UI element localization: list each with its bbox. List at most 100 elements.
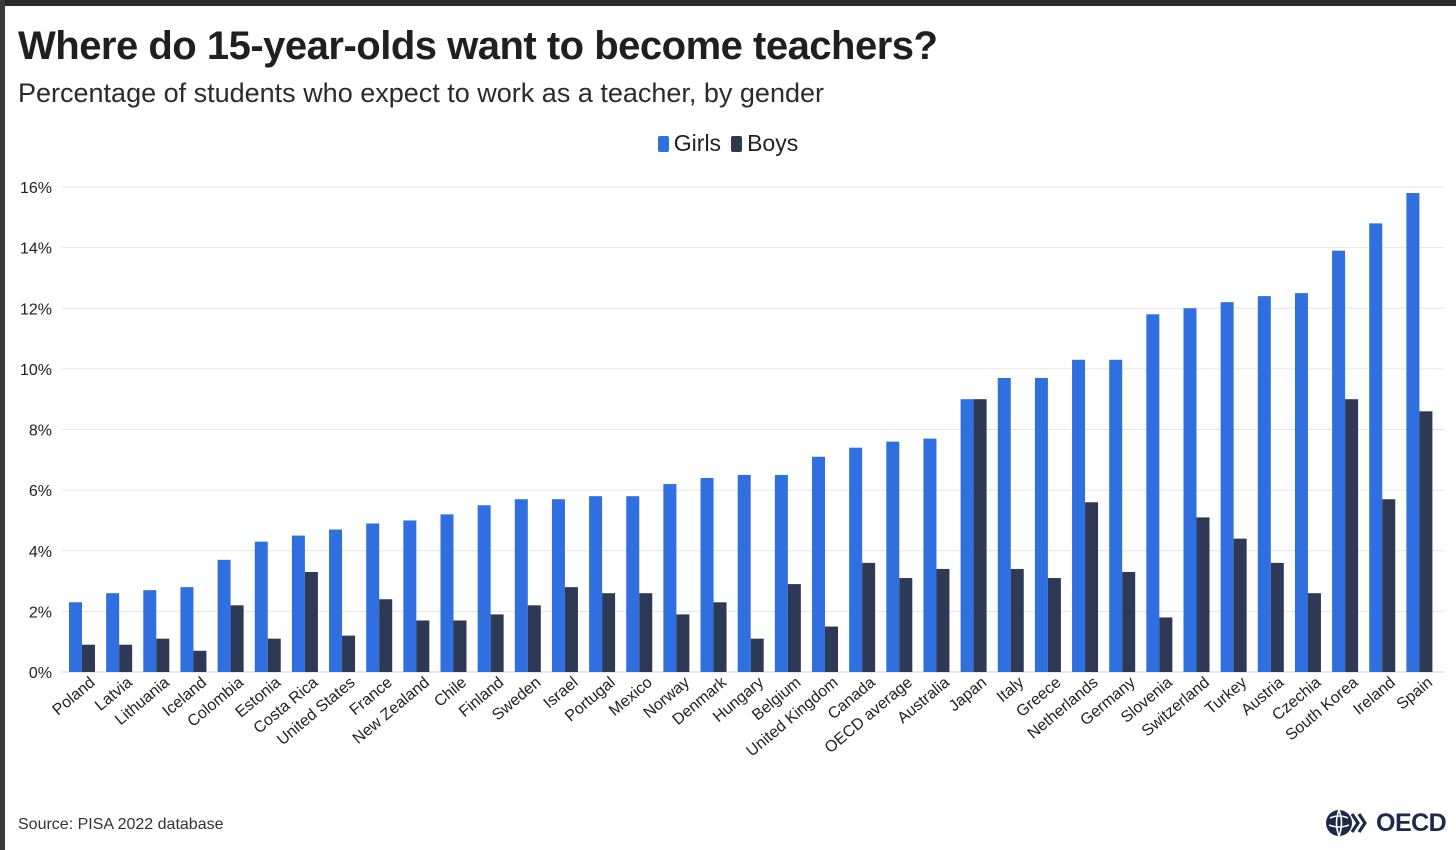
bar-girls — [1034, 377, 1048, 672]
x-tick-label: Japan — [946, 674, 990, 715]
chart-subtitle: Percentage of students who expect to wor… — [18, 78, 824, 108]
y-tick-label: 14% — [20, 241, 52, 258]
bar-boys — [230, 605, 244, 672]
legend-item-girls[interactable]: Girls — [657, 130, 722, 157]
bar-boys — [453, 620, 467, 672]
bar-boys — [602, 593, 616, 672]
bar-boys — [936, 568, 950, 672]
y-tick-label: 0% — [29, 665, 52, 682]
bar-boys — [527, 605, 541, 672]
bar-boys — [156, 638, 170, 672]
bar-boys — [1233, 538, 1247, 672]
bar-boys — [1419, 411, 1433, 672]
bar-boys — [750, 638, 764, 672]
bar-boys — [119, 644, 133, 672]
bar-girls — [1072, 359, 1086, 672]
bar-boys — [379, 599, 393, 672]
y-tick-label: 12% — [20, 301, 52, 318]
bar-boys — [564, 587, 578, 672]
bar-girls — [997, 377, 1011, 672]
legend-label-boys: Boys — [747, 130, 799, 156]
bar-girls — [106, 593, 120, 672]
bar-girls — [923, 438, 937, 672]
bar-girls — [1183, 308, 1197, 672]
y-tick-label: 4% — [29, 544, 52, 561]
bar-boys — [676, 614, 690, 672]
bar-girls — [589, 496, 603, 672]
legend-item-boys[interactable]: Boys — [731, 130, 798, 157]
bar-boys — [82, 644, 95, 672]
bar-girls — [1294, 293, 1308, 672]
bar-boys — [1010, 568, 1024, 672]
bar-boys — [304, 571, 318, 672]
bar-boys — [1196, 517, 1210, 672]
bar-boys — [1307, 593, 1321, 672]
source-note: Source: PISA 2022 database — [18, 816, 224, 833]
bar-girls — [960, 399, 974, 672]
bar-girls — [477, 505, 491, 672]
bar-boys — [899, 578, 913, 672]
bar-girls — [440, 514, 454, 672]
bar-girls — [886, 441, 900, 672]
bar-girls — [1146, 314, 1160, 672]
bar-girls — [774, 474, 788, 672]
bar-girls — [291, 535, 305, 672]
window-left-edge — [0, 0, 5, 850]
bar-boys — [787, 584, 801, 672]
bar-girls — [143, 590, 157, 672]
bar-girls — [1220, 302, 1234, 672]
bar-boys — [1159, 617, 1173, 672]
bar-boys — [267, 638, 281, 672]
y-tick-label: 2% — [29, 604, 52, 621]
bar-girls — [254, 541, 268, 672]
bar-boys — [862, 562, 876, 672]
bar-girls — [737, 474, 751, 672]
bar-boys — [1085, 502, 1099, 672]
oecd-globe-icon — [1326, 809, 1367, 837]
bar-girls — [700, 478, 714, 672]
x-tick-label: Spain — [1394, 674, 1436, 713]
bar-boys — [1047, 578, 1061, 672]
window-top-bar — [0, 0, 1456, 6]
bar-boys — [1345, 399, 1359, 672]
bar-boys — [1122, 571, 1136, 672]
y-tick-label: 8% — [29, 423, 52, 440]
bar-girls — [180, 587, 194, 672]
oecd-logo[interactable]: OECD — [1324, 806, 1447, 840]
bar-boys — [639, 593, 653, 672]
bar-girls — [217, 559, 231, 672]
bar-boys — [713, 602, 727, 672]
legend-swatch-boys — [731, 135, 743, 152]
bar-girls — [551, 499, 565, 672]
bar-girls — [366, 523, 380, 672]
bar-girls — [849, 447, 863, 672]
bar-boys — [1382, 499, 1396, 672]
x-tick-label: Ireland — [1350, 674, 1398, 718]
bar-chart: 0%2%4%6%8%10%12%14%16%PolandLatviaLithua… — [20, 180, 1444, 760]
bar-girls — [663, 484, 677, 672]
bar-boys — [490, 614, 504, 672]
legend-swatch-girls — [657, 135, 669, 152]
legend-label-girls: Girls — [673, 130, 722, 156]
y-tick-label: 6% — [29, 483, 52, 500]
bar-girls — [329, 529, 343, 672]
bar-girls — [69, 602, 82, 672]
bar-girls — [626, 496, 640, 672]
bar-girls — [1406, 193, 1420, 672]
bar-boys — [973, 399, 987, 672]
oecd-logo-text: OECD — [1376, 808, 1447, 837]
bar-boys — [416, 620, 430, 672]
bar-girls — [1369, 223, 1383, 672]
bar-boys — [342, 635, 356, 672]
bar-boys — [825, 626, 838, 672]
bar-boys — [193, 650, 207, 672]
x-tick-label: Poland — [49, 674, 98, 719]
bar-girls — [1257, 296, 1271, 672]
bar-boys — [1270, 562, 1284, 672]
bar-girls — [812, 456, 825, 672]
bar-girls — [1332, 250, 1346, 672]
bar-girls — [403, 520, 417, 672]
y-tick-label: 10% — [20, 362, 52, 379]
y-tick-label: 16% — [20, 180, 52, 197]
bar-girls — [1109, 359, 1123, 672]
